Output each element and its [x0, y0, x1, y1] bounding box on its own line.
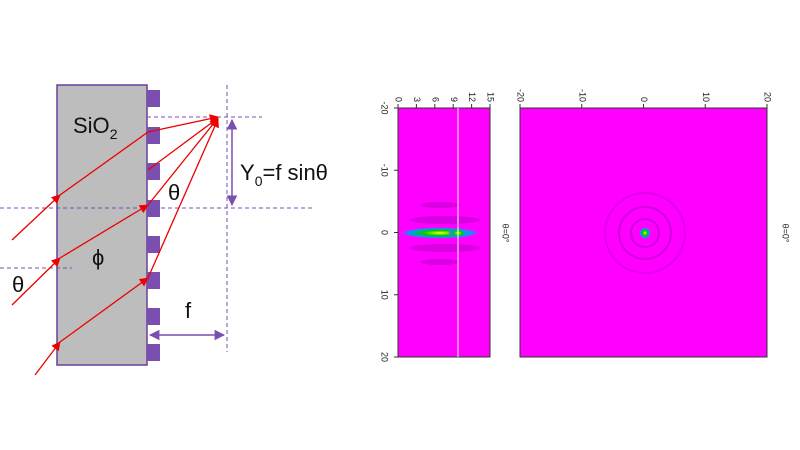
phase-label: ϕ [92, 245, 104, 270]
substrate [56, 84, 148, 366]
metasurface-diagram: SiO2 θ ϕ θ Y0=f sinθ f [0, 84, 328, 376]
side-label: θ=0° [501, 224, 511, 243]
incident-angle: θ [12, 272, 24, 297]
far-field-panel: -20 -10 0 10 20 θ=0° [516, 89, 791, 358]
top-tick-label: -10 [577, 89, 587, 102]
top-tick-label: 15 [486, 92, 496, 102]
top-tick-label: 12 [467, 92, 477, 102]
top-tick-label: 0 [394, 97, 404, 102]
top-tick-label: 0 [639, 97, 649, 102]
left-tick-label: 0 [380, 230, 390, 235]
left-tick-label: 20 [380, 352, 390, 362]
top-tick-label: 9 [449, 97, 459, 102]
left-tick-label: 10 [380, 290, 390, 300]
left-tick-label: -10 [380, 164, 390, 177]
top-tick-label: 6 [430, 97, 440, 102]
top-tick-label: -20 [516, 89, 526, 102]
focal-plane-panel: 0 3 6 9 12 15 -20 -10 0 10 20 θ=0° [380, 92, 511, 362]
offset-formula: Y0=f sinθ [240, 160, 328, 189]
exit-angle: θ [168, 180, 180, 205]
side-label: θ=0° [781, 224, 791, 243]
nano-pillars [147, 90, 160, 361]
top-tick-label: 3 [412, 97, 422, 102]
left-tick-label: -20 [380, 101, 390, 114]
focal-spot [398, 227, 482, 239]
material-label: SiO2 [73, 113, 118, 142]
top-tick-label: 10 [701, 92, 711, 102]
focal-label: f [185, 298, 192, 323]
rays [11, 114, 219, 376]
top-tick-label: 20 [763, 92, 773, 102]
focal-spot [639, 227, 651, 239]
